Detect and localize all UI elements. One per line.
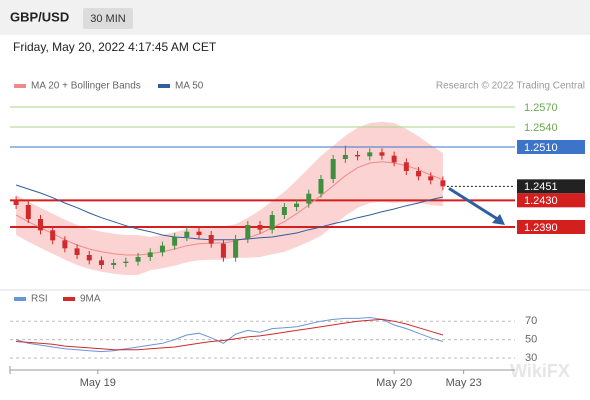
price-label-box <box>517 140 585 154</box>
y-tick-label: 30 <box>525 352 537 364</box>
candle-body <box>196 231 202 235</box>
candle-body <box>123 261 129 263</box>
candle-body <box>62 240 68 249</box>
candle-body <box>403 162 409 171</box>
candle-body <box>269 215 275 230</box>
symbol: GBP/USD <box>10 9 69 24</box>
candle-body <box>147 252 153 257</box>
candle-body <box>257 225 263 230</box>
candle-body <box>318 179 324 194</box>
candle-body <box>208 235 214 244</box>
price-label: 1.2570 <box>524 102 558 114</box>
candle-body <box>37 219 43 231</box>
legend-label: 9MA <box>80 294 101 305</box>
candle-body <box>25 205 31 219</box>
bollinger-band <box>16 121 443 275</box>
legend-label: RSI <box>31 294 48 305</box>
candle-body <box>367 152 373 157</box>
candle-body <box>220 243 226 258</box>
candle-body <box>440 180 446 187</box>
y-tick-label: 70 <box>525 315 537 327</box>
candle-body <box>294 203 300 207</box>
price-label-box <box>517 193 585 208</box>
indicator-line <box>15 316 444 353</box>
candle-body <box>428 176 434 181</box>
forecast-arrowhead <box>492 214 505 225</box>
price-label-box <box>517 220 585 234</box>
watermark: WikiFX <box>510 361 570 381</box>
candle-body <box>306 193 312 204</box>
candle-body <box>98 260 104 265</box>
candle-body <box>391 155 397 163</box>
timeframe: 30 MIN <box>90 13 126 25</box>
forecast-arrow <box>448 187 500 222</box>
timestamp: Friday, May 20, 2022 4:17:45 AM CET <box>13 40 217 54</box>
y-tick-label: 50 <box>525 334 537 346</box>
price-label: 1.2430 <box>524 195 558 207</box>
candle-body <box>50 230 56 241</box>
candle-body <box>330 159 336 179</box>
x-tick-label: May 19 <box>80 377 116 389</box>
candle-body <box>184 231 190 237</box>
credit: Research © 2022 Trading Central <box>436 81 585 92</box>
candle-body <box>355 155 361 157</box>
candle-body <box>245 225 251 239</box>
price-label-box <box>517 179 585 194</box>
candle-body <box>135 257 141 262</box>
price-label: 1.2451 <box>524 181 558 193</box>
legend-label: MA 50 <box>175 81 204 92</box>
moving-average <box>15 161 444 256</box>
candle-body <box>13 200 19 205</box>
candle-body <box>172 237 178 246</box>
candle-body <box>111 263 117 265</box>
candle-body <box>416 171 422 177</box>
timeframe-box <box>83 8 133 29</box>
candle-body <box>74 248 80 255</box>
legend-label: MA 20 + Bollinger Bands <box>31 81 141 92</box>
candle-body <box>233 239 239 258</box>
price-label: 1.2390 <box>524 222 558 234</box>
candle-body <box>281 207 287 215</box>
price-label: 1.2510 <box>524 142 558 154</box>
candle-body <box>379 152 385 156</box>
indicator-line <box>16 318 444 351</box>
x-tick-label: May 23 <box>446 377 482 389</box>
x-tick-label: May 20 <box>376 377 412 389</box>
price-label: 1.2540 <box>524 122 558 134</box>
candle-body <box>342 155 348 159</box>
candle-body <box>86 255 92 261</box>
moving-average <box>15 184 444 241</box>
candle-body <box>159 245 165 253</box>
